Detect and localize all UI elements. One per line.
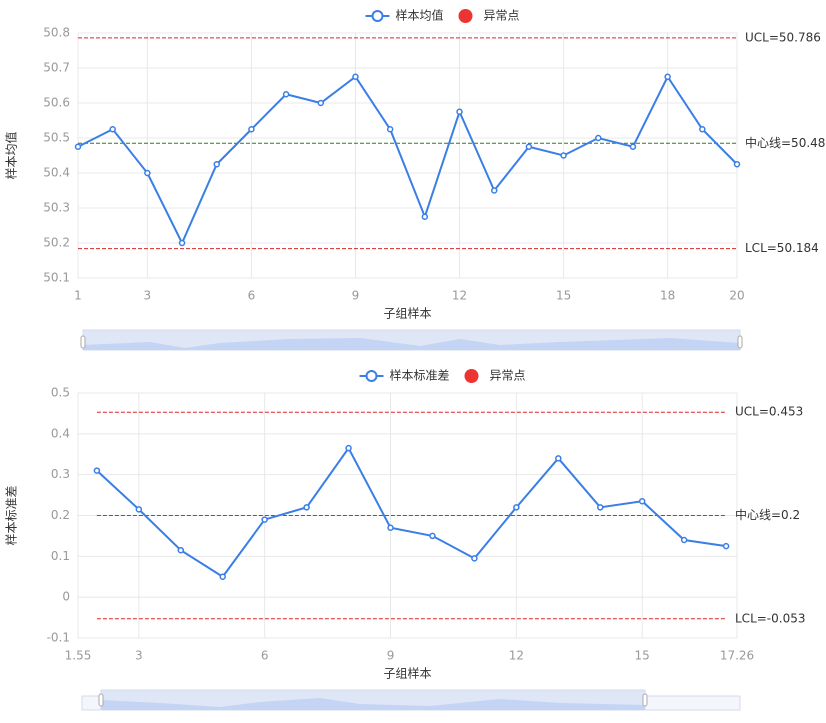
data-point [109, 126, 116, 133]
data-point [421, 213, 429, 220]
x-tick-label: 9 [387, 649, 395, 663]
y-tick-label: 0.3 [51, 467, 70, 481]
legend-label: 异常点 [484, 9, 520, 23]
control-line-label: UCL=0.453 [735, 405, 803, 419]
data-point [345, 444, 352, 452]
legend: 样本标准差 异常点 [359, 368, 526, 383]
control-line-label: LCL=50.184 [745, 241, 819, 255]
y-tick-label: -0.1 [47, 631, 70, 645]
data-point [513, 504, 520, 511]
y-tick-label: 50.8 [43, 26, 70, 40]
x-tick-label: 12 [509, 649, 524, 663]
y-tick-label: 50.7 [43, 61, 70, 75]
data-point [282, 91, 290, 98]
data-point [303, 504, 310, 511]
x-tick-label: 15 [635, 649, 650, 663]
y-axis-title: 样本均值 [4, 131, 19, 179]
data-point [555, 455, 562, 462]
data-point [638, 497, 646, 505]
zoom-handle[interactable] [642, 693, 648, 707]
control-line-label: LCL=-0.053 [735, 611, 806, 625]
control-line-label: 中心线=0.2 [735, 507, 800, 522]
legend-label: 样本均值 [396, 8, 444, 23]
data-point [135, 506, 143, 513]
y-axis-title: 样本标准差 [4, 485, 19, 545]
data-point [722, 542, 730, 550]
x-axis-title: 子组样本 [383, 666, 431, 681]
data-point [178, 239, 186, 247]
x-tick-label: 15 [556, 289, 571, 303]
legend-icon [464, 369, 479, 383]
series-line [77, 74, 738, 246]
data-zoom-2[interactable] [81, 689, 741, 711]
data-point [386, 126, 394, 133]
data-point [93, 467, 101, 474]
control-line-label: 中心线=50.485 [745, 135, 826, 150]
zoom-preview [83, 338, 740, 350]
data-point [490, 187, 498, 194]
legend-icon [371, 10, 384, 22]
y-tick-label: 0.5 [51, 386, 70, 400]
data-zoom-1[interactable] [80, 329, 743, 351]
x-tick-label: 18 [660, 289, 675, 303]
data-point [213, 161, 220, 168]
x-tick-label: 3 [144, 289, 152, 303]
data-point [680, 536, 688, 544]
data-point [456, 108, 463, 115]
y-tick-label: 0.4 [51, 426, 70, 440]
chart-panel: 50.1 50.2 50.3 50.4 50.5 50.6 50.7 50.8 1 3 6 9 12 15… [4, 8, 826, 321]
x-tick-label: 9 [352, 289, 360, 303]
data-point [664, 73, 671, 80]
data-point [429, 532, 436, 540]
data-point [144, 169, 151, 177]
data-point [595, 134, 602, 142]
x-tick-label: 3 [135, 649, 143, 663]
x-tick-label: 1 [74, 289, 82, 303]
x-tick-label: 6 [261, 649, 269, 663]
y-tick-label: 50.5 [43, 131, 70, 145]
series-line [96, 446, 727, 579]
data-point [248, 126, 255, 133]
data-point [699, 126, 706, 133]
data-point [317, 99, 325, 107]
x-tick-label: 17.26 [720, 649, 754, 663]
data-point [525, 143, 533, 150]
legend-label: 异常点 [490, 369, 526, 383]
legend-icon [365, 370, 378, 382]
data-point [471, 555, 478, 562]
data-point [177, 546, 185, 554]
y-tick-label: 50.6 [43, 96, 70, 110]
zoom-handle[interactable] [737, 335, 743, 349]
x-tick-label: 6 [248, 289, 256, 303]
zoom-handle[interactable] [80, 335, 86, 349]
x-tick-label: 20 [729, 289, 744, 303]
data-point [219, 573, 226, 580]
y-tick-label: 0.1 [51, 549, 70, 563]
y-tick-label: 0 [62, 590, 70, 604]
data-point [74, 143, 82, 150]
data-point [629, 143, 637, 150]
legend: 样本均值 异常点 [365, 8, 520, 23]
legend-label: 样本标准差 [390, 368, 450, 383]
control-line-label: UCL=50.786 [745, 30, 821, 44]
y-tick-label: 50.4 [43, 166, 70, 180]
data-point [261, 516, 268, 523]
data-point [560, 152, 567, 159]
y-tick-label: 50.2 [43, 236, 70, 250]
chart-panel: -0.1 0 0.1 0.2 0.3 0.4 0.5 1.55 3 6 9 12 15 17.26 子组样本… [4, 368, 806, 681]
x-tick-label: 1.55 [65, 649, 92, 663]
zoom-preview [101, 698, 645, 710]
y-tick-label: 50.1 [43, 271, 70, 285]
zoom-handle[interactable] [98, 693, 104, 707]
x-axis-title: 子组样本 [383, 306, 431, 321]
x-tick-label: 12 [452, 289, 467, 303]
y-tick-label: 0.2 [51, 508, 70, 522]
data-point [352, 73, 359, 80]
legend-icon [458, 9, 473, 23]
y-tick-label: 50.3 [43, 201, 70, 215]
data-point [597, 504, 604, 511]
data-point [387, 524, 394, 531]
data-point [733, 161, 741, 168]
